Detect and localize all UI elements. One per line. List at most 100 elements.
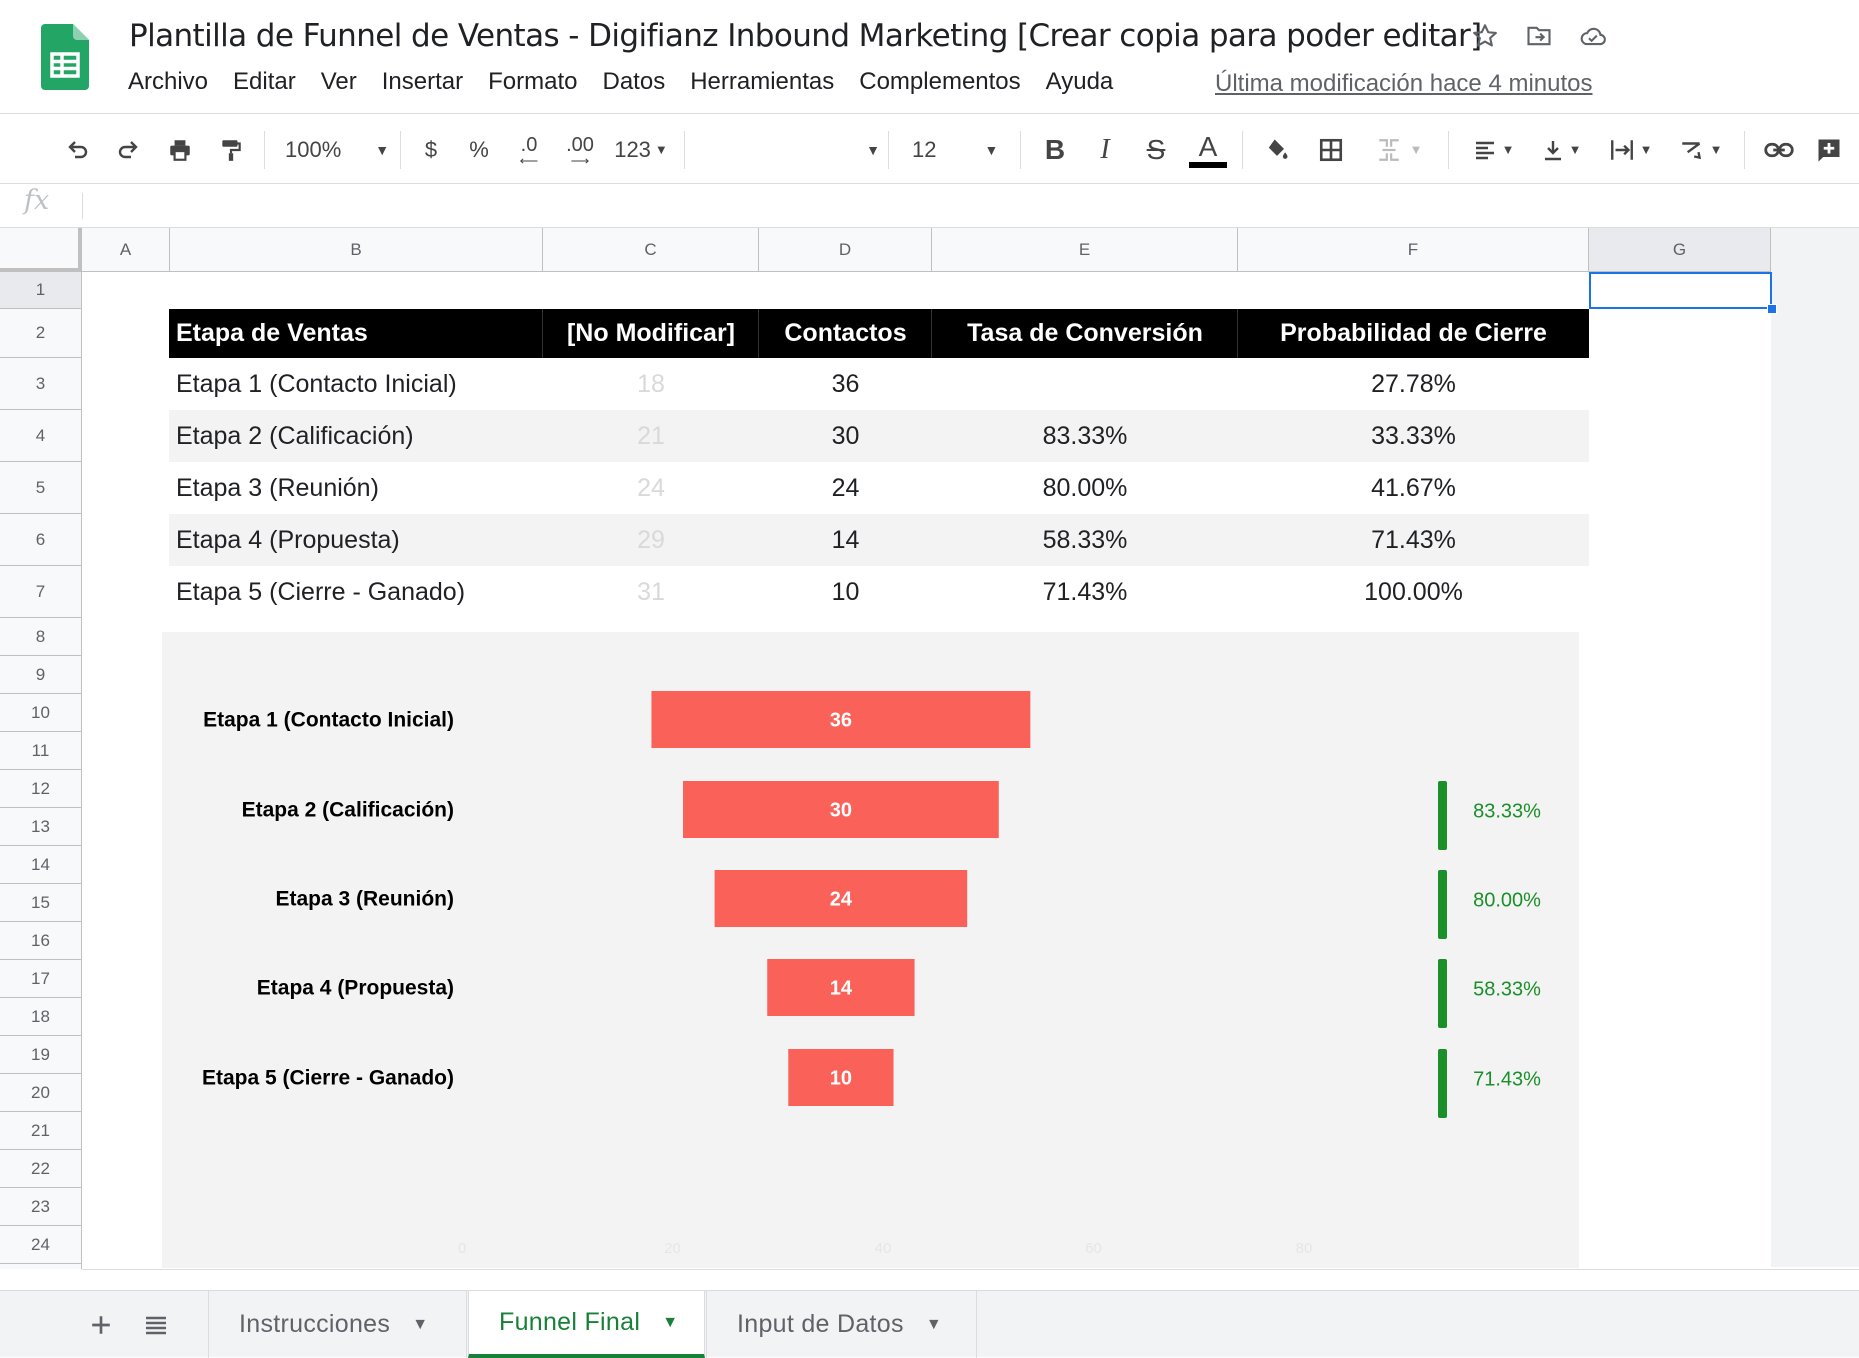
tab-funnel-final[interactable]: Funnel Final ▼: [468, 1291, 705, 1358]
select-all-corner[interactable]: [0, 228, 82, 272]
horizontal-align-icon[interactable]: ▼: [1466, 115, 1520, 184]
row-header-20[interactable]: 20: [0, 1074, 82, 1112]
italic-button[interactable]: I: [1100, 133, 1110, 165]
cell-tasa[interactable]: [932, 358, 1238, 410]
column-header-e[interactable]: E: [932, 228, 1238, 272]
cell-contactos[interactable]: 36: [831, 369, 860, 398]
row-header-15[interactable]: 15: [0, 884, 82, 922]
row-header-17[interactable]: 17: [0, 960, 82, 998]
vertical-align-icon[interactable]: ▼: [1534, 115, 1588, 184]
document-title[interactable]: Plantilla de Funnel de Ventas - Digifian…: [129, 18, 1482, 54]
print-icon[interactable]: [162, 115, 198, 184]
text-wrap-icon[interactable]: ▼: [1602, 115, 1658, 184]
menu-archivo[interactable]: Archivo: [128, 68, 209, 95]
star-icon[interactable]: [1469, 20, 1501, 52]
redo-icon[interactable]: [110, 115, 146, 184]
row-header-21[interactable]: 21: [0, 1112, 82, 1150]
tab-instrucciones[interactable]: Instrucciones ▼: [208, 1291, 467, 1358]
fill-handle[interactable]: [1767, 304, 1777, 314]
cell-contactos[interactable]: 14: [831, 525, 860, 554]
add-sheet-icon[interactable]: [82, 1291, 120, 1358]
row-header-9[interactable]: 9: [0, 656, 82, 694]
borders-icon[interactable]: [1314, 115, 1348, 184]
chevron-down-icon[interactable]: ▼: [925, 1315, 942, 1333]
row-header-24[interactable]: 24: [0, 1226, 82, 1264]
row-header-6[interactable]: 6: [0, 514, 82, 566]
menu-ver[interactable]: Ver: [320, 68, 357, 95]
column-header-b[interactable]: B: [170, 228, 543, 272]
row-header-3[interactable]: 3: [0, 358, 82, 410]
cell-tasa[interactable]: 80.00%: [1042, 473, 1128, 502]
currency-format-button[interactable]: $: [424, 136, 438, 162]
zoom-select[interactable]: 100% ▼: [285, 115, 395, 184]
cell-no-modificar[interactable]: 31: [637, 577, 665, 606]
row-header-14[interactable]: 14: [0, 846, 82, 884]
row-header-19[interactable]: 19: [0, 1036, 82, 1074]
cell-tasa[interactable]: 71.43%: [1042, 577, 1128, 606]
menu-ayuda[interactable]: Ayuda: [1045, 68, 1114, 95]
text-color-button[interactable]: A: [1188, 115, 1228, 184]
cell-contactos[interactable]: 10: [831, 577, 860, 606]
fill-color-icon[interactable]: [1260, 115, 1294, 184]
column-header-c[interactable]: C: [543, 228, 759, 272]
bold-button[interactable]: B: [1044, 133, 1066, 165]
cell-probabilidad[interactable]: 71.43%: [1371, 525, 1456, 554]
insert-comment-icon[interactable]: [1812, 115, 1846, 184]
cell-contactos[interactable]: 30: [831, 421, 860, 450]
cell-no-modificar[interactable]: 24: [637, 473, 665, 502]
funnel-chart[interactable]: 36 Etapa 1 (Contacto Inicial) 30 Etapa 2 (C…: [162, 632, 1579, 1268]
row-header-13[interactable]: 13: [0, 808, 82, 846]
insert-link-icon[interactable]: [1760, 115, 1798, 184]
tab-input-de-datos[interactable]: Input de Datos ▼: [706, 1291, 977, 1358]
formula-input[interactable]: [92, 191, 1842, 221]
column-header-g[interactable]: G: [1589, 228, 1771, 272]
cell-etapa[interactable]: Etapa 2 (Calificación): [176, 421, 414, 450]
row-header-10[interactable]: 10: [0, 694, 82, 732]
column-header-d[interactable]: D: [759, 228, 932, 272]
cell-etapa[interactable]: Etapa 1 (Contacto Inicial): [176, 369, 457, 398]
more-formats-button[interactable]: 123 ▼: [610, 115, 672, 184]
strikethrough-button[interactable]: S: [1146, 133, 1166, 165]
row-header-5[interactable]: 5: [0, 462, 82, 514]
cell-etapa[interactable]: Etapa 4 (Propuesta): [176, 525, 400, 554]
row-header-2[interactable]: 2: [0, 309, 82, 358]
row-header-1[interactable]: 1: [0, 272, 82, 309]
cell-no-modificar[interactable]: 18: [637, 369, 665, 398]
row-header-18[interactable]: 18: [0, 998, 82, 1036]
cell-etapa[interactable]: Etapa 5 (Cierre - Ganado): [176, 577, 466, 606]
cell-no-modificar[interactable]: 29: [637, 525, 665, 554]
header-no-modificar[interactable]: [No Modificar]: [566, 319, 736, 347]
percent-format-button[interactable]: %: [469, 136, 489, 162]
decrease-decimal-button[interactable]: .0 ⟵: [512, 115, 546, 184]
cell-contactos[interactable]: 24: [831, 473, 860, 502]
menu-formato[interactable]: Formato: [488, 68, 578, 95]
menu-complementos[interactable]: Complementos: [859, 68, 1021, 95]
header-probabilidad[interactable]: Probabilidad de Cierre: [1280, 319, 1547, 347]
row-header-8[interactable]: 8: [0, 618, 82, 656]
chevron-down-icon[interactable]: ▼: [412, 1315, 429, 1333]
row-header-12[interactable]: 12: [0, 770, 82, 808]
all-sheets-icon[interactable]: [137, 1291, 175, 1358]
undo-icon[interactable]: [60, 115, 96, 184]
cell-probabilidad[interactable]: 33.33%: [1371, 421, 1456, 450]
cell-tasa[interactable]: 58.33%: [1042, 525, 1128, 554]
column-header-a[interactable]: A: [82, 228, 170, 272]
cell-probabilidad[interactable]: 100.00%: [1364, 577, 1463, 606]
horizontal-scrollbar[interactable]: [82, 1269, 1859, 1289]
sheets-logo-icon[interactable]: [41, 24, 89, 90]
row-header-16[interactable]: 16: [0, 922, 82, 960]
chevron-down-icon[interactable]: ▼: [662, 1313, 679, 1331]
menu-herramientas[interactable]: Herramientas: [690, 68, 835, 95]
last-modified-link[interactable]: Última modificación hace 4 minutos: [1215, 70, 1593, 97]
text-rotation-icon[interactable]: ▼: [1672, 115, 1728, 184]
increase-decimal-button[interactable]: .00 ⟶: [560, 115, 600, 184]
header-tasa-conversion[interactable]: Tasa de Conversión: [967, 319, 1203, 347]
font-family-select[interactable]: ▼: [700, 115, 880, 184]
move-to-folder-icon[interactable]: [1523, 20, 1555, 52]
cell-etapa[interactable]: Etapa 3 (Reunión): [176, 473, 379, 502]
row-header-4[interactable]: 4: [0, 410, 82, 462]
row-header-11[interactable]: 11: [0, 732, 82, 770]
header-contactos[interactable]: Contactos: [784, 319, 907, 347]
cloud-saved-icon[interactable]: [1577, 20, 1609, 52]
cell-tasa[interactable]: 83.33%: [1042, 421, 1128, 450]
